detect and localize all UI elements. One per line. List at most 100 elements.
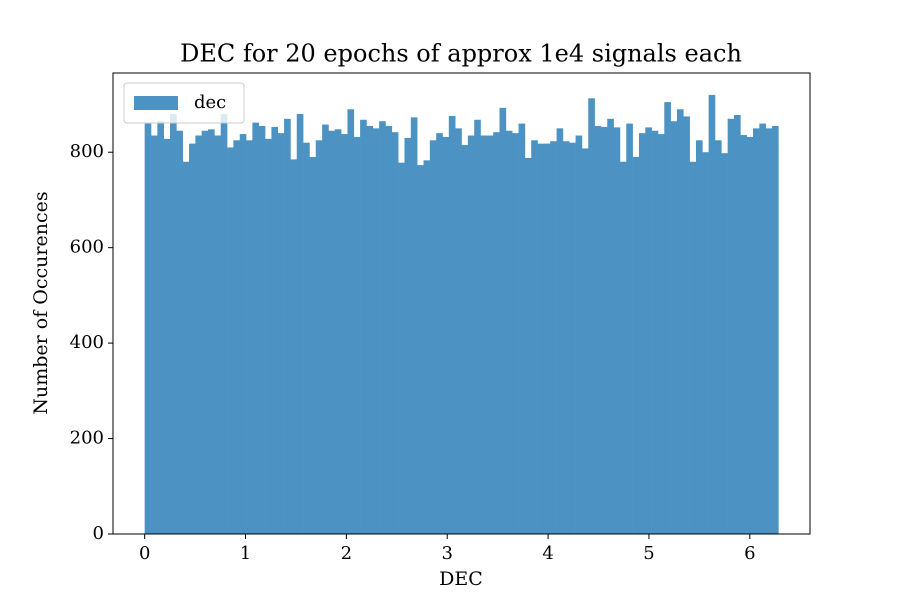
bar [201, 130, 209, 534]
bar [499, 107, 507, 535]
y-tick-label: 0 [93, 523, 104, 544]
bar [518, 123, 526, 534]
bar [562, 141, 570, 534]
x-tick-label: 0 [139, 543, 150, 564]
bar [467, 135, 475, 535]
bar [290, 159, 298, 534]
x-tick-label: 5 [643, 543, 654, 564]
bar [303, 142, 310, 535]
bar [708, 94, 716, 534]
bar [442, 136, 450, 534]
bar [360, 119, 367, 534]
bar [695, 140, 703, 534]
bar [429, 140, 437, 534]
bar [347, 109, 355, 534]
bar [683, 116, 690, 534]
bar [670, 121, 678, 534]
bar [410, 117, 418, 534]
bar [227, 147, 234, 534]
bar [195, 135, 203, 535]
bar [423, 160, 431, 535]
bar [575, 135, 583, 535]
bar [651, 130, 659, 534]
bar [220, 114, 228, 534]
bar [436, 133, 443, 534]
bar [391, 132, 399, 535]
bar [613, 127, 621, 535]
x-tick-label: 2 [341, 543, 352, 564]
bar [417, 165, 424, 534]
bar [328, 130, 336, 534]
bar [252, 122, 260, 534]
bar [543, 143, 551, 534]
bar [480, 135, 488, 535]
bar [189, 143, 196, 534]
bar [524, 157, 532, 534]
bar [638, 133, 646, 534]
bar [746, 136, 754, 534]
bar [594, 125, 602, 534]
x-axis-label: DEC [439, 568, 483, 590]
bar [588, 98, 595, 534]
bar [182, 161, 190, 534]
bar [676, 109, 684, 534]
bar [505, 130, 513, 534]
bar [664, 102, 671, 534]
bar [353, 136, 361, 534]
x-tick-label: 1 [240, 543, 251, 564]
bar [537, 143, 545, 534]
bar [569, 142, 576, 535]
bar [309, 156, 317, 535]
bar [531, 140, 538, 534]
bar [398, 162, 405, 534]
bar [170, 114, 177, 534]
y-tick-label: 400 [70, 332, 104, 353]
chart-title: DEC for 20 epochs of approx 1e4 signals … [180, 40, 742, 68]
bar [366, 125, 374, 534]
bar [619, 161, 627, 534]
bar [600, 126, 608, 534]
bar [379, 121, 386, 534]
bar [163, 138, 171, 534]
bar [486, 135, 494, 535]
bar [334, 129, 342, 534]
bar [753, 128, 760, 534]
bar [550, 141, 557, 534]
bar [759, 123, 766, 534]
bar [233, 140, 241, 534]
bar [632, 156, 640, 535]
bar [721, 153, 728, 534]
bar [733, 114, 741, 535]
bar [322, 124, 329, 534]
bar [144, 123, 152, 534]
bar [455, 128, 462, 534]
bar [448, 115, 456, 534]
bar [157, 121, 164, 534]
bar [341, 134, 348, 534]
bar [607, 118, 614, 535]
legend-label: dec [194, 92, 226, 113]
bar [246, 140, 253, 534]
bar [176, 130, 183, 534]
bar [740, 135, 747, 534]
bar [689, 161, 697, 534]
legend-frame [123, 82, 245, 124]
bar [493, 132, 500, 535]
legend: dec [123, 82, 245, 124]
bar [556, 128, 564, 534]
bar [271, 126, 279, 534]
bar [315, 140, 323, 534]
bar [645, 127, 652, 535]
bar [277, 133, 285, 534]
x-tick-label: 4 [542, 543, 553, 564]
y-tick-label: 800 [70, 141, 104, 162]
bar [404, 137, 412, 534]
bar [581, 148, 589, 534]
axes-frame [112, 72, 811, 535]
bar [284, 118, 291, 535]
bar [727, 118, 735, 535]
bar [461, 145, 469, 534]
y-tick-label: 600 [70, 237, 104, 258]
y-axis-label: Number of Occurences [30, 191, 52, 414]
